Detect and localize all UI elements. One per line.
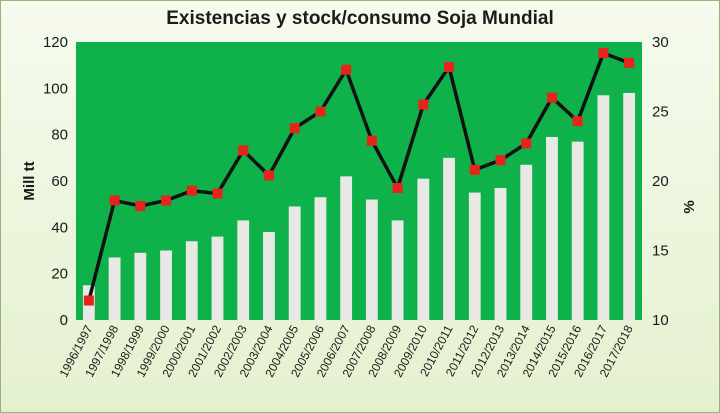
y2-tick-label: 20 (652, 173, 669, 190)
bar (546, 136, 558, 320)
y-tick-label: 40 (51, 219, 68, 236)
bar (134, 252, 147, 320)
y-tick-label: 60 (51, 173, 68, 190)
line-marker (444, 62, 455, 73)
line-marker (572, 116, 583, 127)
line-marker (161, 195, 172, 206)
y-tick-label: 0 (60, 312, 68, 329)
bar (417, 178, 430, 320)
line-marker (212, 188, 223, 199)
y2-tick-label: 30 (652, 34, 669, 51)
y-tick-label: 80 (51, 127, 68, 144)
line-marker (109, 195, 120, 206)
bar (185, 241, 198, 320)
bar (571, 141, 584, 320)
y-tick-label: 20 (51, 266, 68, 283)
line-marker (186, 185, 197, 196)
bar (597, 95, 610, 321)
y2-tick-label: 10 (652, 312, 669, 329)
bar (314, 197, 327, 320)
bar (263, 231, 275, 320)
y2-tick-label: 15 (652, 243, 669, 260)
line-marker (289, 123, 300, 134)
y2-axis-label: % (681, 200, 698, 213)
line-marker (598, 48, 609, 59)
bar (468, 192, 481, 320)
line-marker (418, 99, 429, 110)
bar (211, 236, 224, 320)
bar (160, 250, 172, 320)
line-marker (546, 92, 557, 103)
line-marker (624, 57, 635, 68)
bar (288, 206, 301, 320)
line-marker (83, 295, 94, 306)
line-marker (366, 135, 377, 146)
bar (365, 199, 378, 320)
bar (623, 92, 636, 320)
bar (494, 187, 507, 320)
line-marker (469, 164, 480, 175)
line-marker (521, 138, 532, 149)
bar (237, 220, 250, 320)
line-marker (238, 145, 249, 156)
line-marker (495, 155, 506, 166)
bar (340, 176, 353, 320)
chart-title: Existencias y stock/consumo Soja Mundial (166, 8, 554, 29)
y-axis-label: Mill tt (21, 161, 38, 200)
bar (520, 164, 533, 320)
line-marker (135, 201, 146, 212)
ratio-line (87, 51, 630, 301)
y2-tick-label: 25 (652, 104, 669, 121)
line-marker (341, 64, 352, 75)
bar (108, 257, 121, 320)
bar (443, 157, 455, 320)
bar (391, 220, 404, 320)
line-marker (392, 182, 403, 193)
line-marker (263, 170, 274, 181)
line-marker (315, 106, 326, 117)
y-tick-label: 100 (43, 80, 68, 97)
y-tick-label: 120 (43, 34, 68, 51)
